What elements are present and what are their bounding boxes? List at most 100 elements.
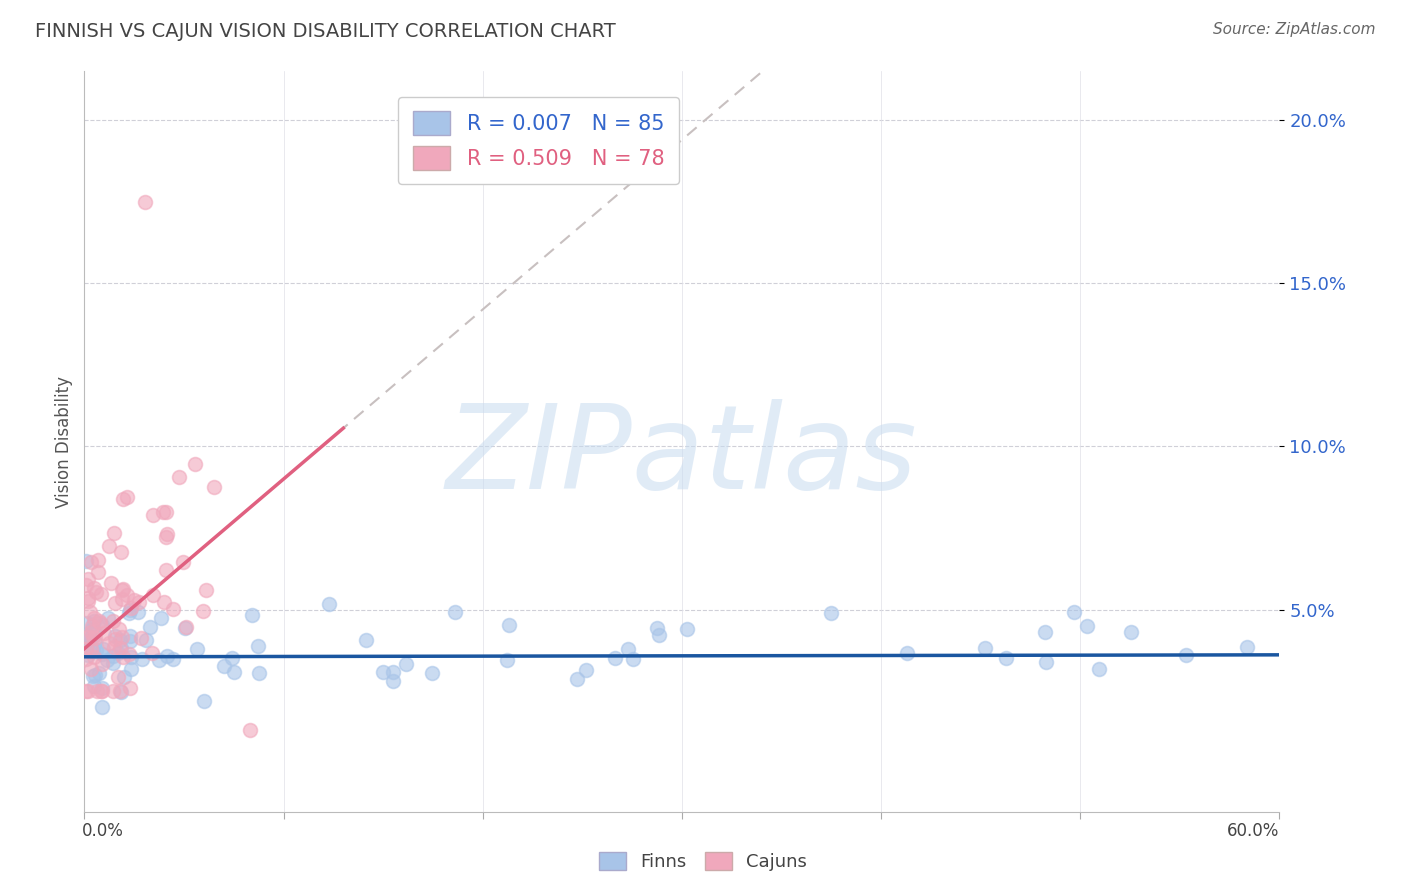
Y-axis label: Vision Disability: Vision Disability [55,376,73,508]
Point [118,606,141,620]
Point [820,606,842,620]
Point [80,622,103,636]
Point [152,505,174,519]
Point [111,630,134,644]
Point [110,641,132,656]
Point [183,458,205,472]
Point [76,591,98,605]
Point [173,621,195,635]
Point [647,622,669,636]
Point [153,595,176,609]
Point [676,622,699,636]
Point [104,596,127,610]
Point [76,684,98,698]
Point [1121,625,1143,640]
Point [120,649,142,664]
Point [76,616,98,631]
Point [90,684,112,698]
Point [186,641,208,656]
Point [91,618,114,632]
Point [97,636,120,650]
Point [91,700,114,714]
Point [135,632,157,647]
Point [575,663,598,677]
Point [103,615,125,629]
Point [193,694,215,708]
Point [221,651,243,665]
Point [1236,640,1258,654]
Point [103,640,125,654]
Point [80,555,103,569]
Point [139,620,162,634]
Point [110,591,132,606]
Point [87,566,110,580]
Point [156,649,179,664]
Point [100,576,122,591]
Point [195,583,218,598]
Point [110,640,132,655]
Point [118,629,141,643]
Point [381,673,404,688]
Point [567,672,589,686]
Point [120,601,142,615]
Point [974,641,997,656]
Text: Source: ZipAtlas.com: Source: ZipAtlas.com [1212,22,1375,37]
Point [108,684,131,698]
Point [83,624,105,638]
Point [648,627,671,641]
Point [75,641,97,656]
Point [75,684,97,698]
Point [90,587,112,601]
Point [90,681,112,695]
Point [104,632,127,646]
Point [371,665,394,679]
Point [896,646,918,660]
Point [75,651,97,665]
Point [1088,662,1111,676]
Point [1035,624,1057,639]
Point [148,653,170,667]
Point [167,469,190,483]
Point [121,662,143,676]
Point [75,554,97,568]
Point [83,667,105,681]
Point [96,653,118,667]
Point [83,649,105,664]
Point [120,681,142,696]
Point [172,555,194,569]
Point [84,632,107,646]
Point [77,594,100,608]
Text: FINNISH VS CAJUN VISION DISABILITY CORRELATION CHART: FINNISH VS CAJUN VISION DISABILITY CORRE… [35,22,616,41]
Point [97,611,120,625]
Point [212,658,235,673]
Point [240,608,263,623]
Point [80,642,103,657]
Point [98,539,121,553]
Point [75,578,97,592]
Point [247,665,270,680]
Point [444,605,467,619]
Point [395,657,418,671]
Point [90,647,112,661]
Point [83,615,105,629]
Point [134,194,156,209]
Point [115,491,138,505]
Point [174,620,197,634]
Text: ZIPatlas: ZIPatlas [446,400,918,514]
Point [382,665,405,679]
Point [77,630,100,644]
Point [83,581,105,595]
Point [79,606,101,620]
Point [141,646,163,660]
Point [82,630,104,644]
Point [82,643,104,657]
Point [79,632,101,647]
Point [120,602,142,616]
Point [103,525,125,540]
Point [498,617,520,632]
Point [112,670,135,684]
Point [495,653,517,667]
Point [155,530,177,544]
Point [1175,648,1198,663]
Point [83,679,105,693]
